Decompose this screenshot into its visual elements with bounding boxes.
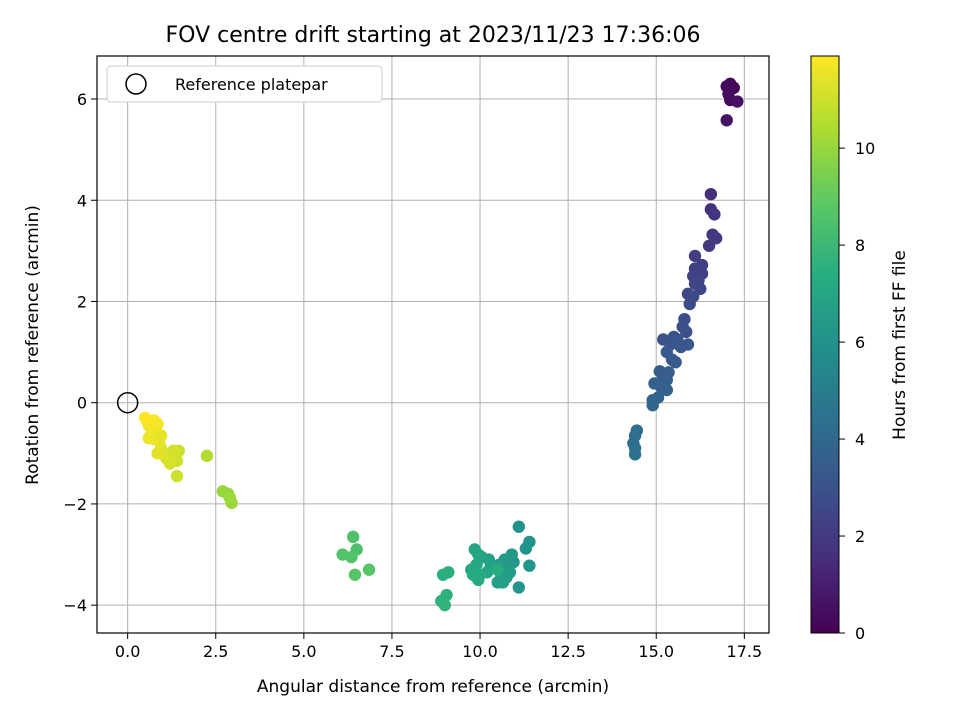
colorbar-gradient — [810, 55, 840, 634]
data-point — [512, 581, 526, 594]
y-axis-ticks: −4 −2 0 2 4 6 — [63, 90, 97, 615]
x-tick-label: 7.5 — [379, 642, 404, 661]
data-point — [163, 457, 177, 470]
legend: Reference platepar — [106, 65, 383, 103]
data-point — [660, 383, 674, 397]
chart-title: FOV centre drift starting at 2023/11/23 … — [166, 23, 701, 48]
colorbar-tick-label: 6 — [855, 333, 865, 352]
data-point — [436, 568, 450, 581]
y-tick-label: −4 — [63, 596, 87, 615]
data-point — [669, 356, 682, 369]
data-point — [519, 542, 533, 555]
reference-platepar-marker — [116, 391, 139, 414]
data-point — [674, 340, 688, 354]
colorbar-ticks: 0 2 4 6 8 10 — [839, 139, 875, 643]
y-tick-label: 2 — [77, 292, 87, 311]
colorbar-label: Hours from first FF file — [890, 250, 910, 440]
data-point — [466, 568, 480, 581]
data-point — [683, 297, 696, 311]
x-tick-label: 0.0 — [115, 642, 140, 661]
data-point — [491, 563, 504, 576]
data-point — [348, 568, 362, 581]
data-point — [708, 208, 721, 221]
data-point — [720, 114, 733, 127]
data-point — [679, 325, 693, 339]
data-point — [154, 429, 168, 442]
y-tick-label: 0 — [77, 394, 87, 413]
colorbar-tick-label: 8 — [855, 236, 865, 255]
legend-marker-icon — [125, 73, 147, 95]
data-point — [688, 249, 702, 263]
data-point — [731, 95, 744, 108]
x-axis-ticks: 0.0 2.5 5.0 7.5 10.0 12.5 15.0 17.5 — [115, 633, 762, 661]
y-tick-label: 4 — [77, 191, 87, 210]
data-point — [496, 576, 510, 589]
data-point — [512, 520, 526, 533]
data-point — [468, 543, 481, 556]
plot-area: 0.0 2.5 5.0 7.5 10.0 12.5 15.0 17.5 −4 −2 0 2 4 6 — [63, 55, 770, 661]
data-points — [139, 77, 744, 612]
data-point — [225, 496, 238, 510]
colorbar-tick-label: 0 — [855, 624, 865, 643]
x-tick-label: 12.5 — [550, 642, 586, 661]
data-point — [139, 411, 152, 425]
plot-frame — [96, 55, 770, 634]
x-tick-label: 10.0 — [462, 642, 498, 661]
y-tick-label: −2 — [63, 495, 87, 514]
colorbar: 0 2 4 6 8 10 Hours from first FF file — [810, 55, 910, 643]
data-point — [523, 559, 536, 572]
colorbar-tick-label: 2 — [855, 527, 865, 546]
data-point — [200, 449, 214, 463]
data-point — [704, 187, 718, 201]
data-point — [142, 431, 156, 445]
colorbar-tick-label: 4 — [855, 430, 865, 449]
x-tick-label: 5.0 — [291, 642, 316, 661]
y-tick-label: 6 — [77, 90, 87, 109]
data-point — [346, 530, 360, 544]
x-axis-label: Angular distance from reference (arcmin) — [257, 677, 609, 697]
x-tick-label: 2.5 — [203, 642, 228, 661]
x-tick-label: 17.5 — [727, 642, 763, 661]
data-point — [170, 469, 184, 483]
data-point — [345, 550, 358, 564]
x-tick-label: 15.0 — [638, 642, 674, 661]
data-point — [151, 447, 164, 460]
colorbar-tick-label: 10 — [855, 139, 875, 158]
data-point — [362, 563, 376, 576]
plot-background — [97, 56, 769, 633]
legend-label: Reference platepar — [175, 75, 328, 94]
data-point — [628, 448, 642, 461]
y-axis-label: Rotation from reference (arcmin) — [23, 205, 43, 485]
data-point — [702, 239, 716, 253]
legend-box — [106, 65, 383, 103]
data-point — [438, 598, 452, 612]
data-point — [724, 77, 737, 91]
data-point — [646, 399, 659, 412]
